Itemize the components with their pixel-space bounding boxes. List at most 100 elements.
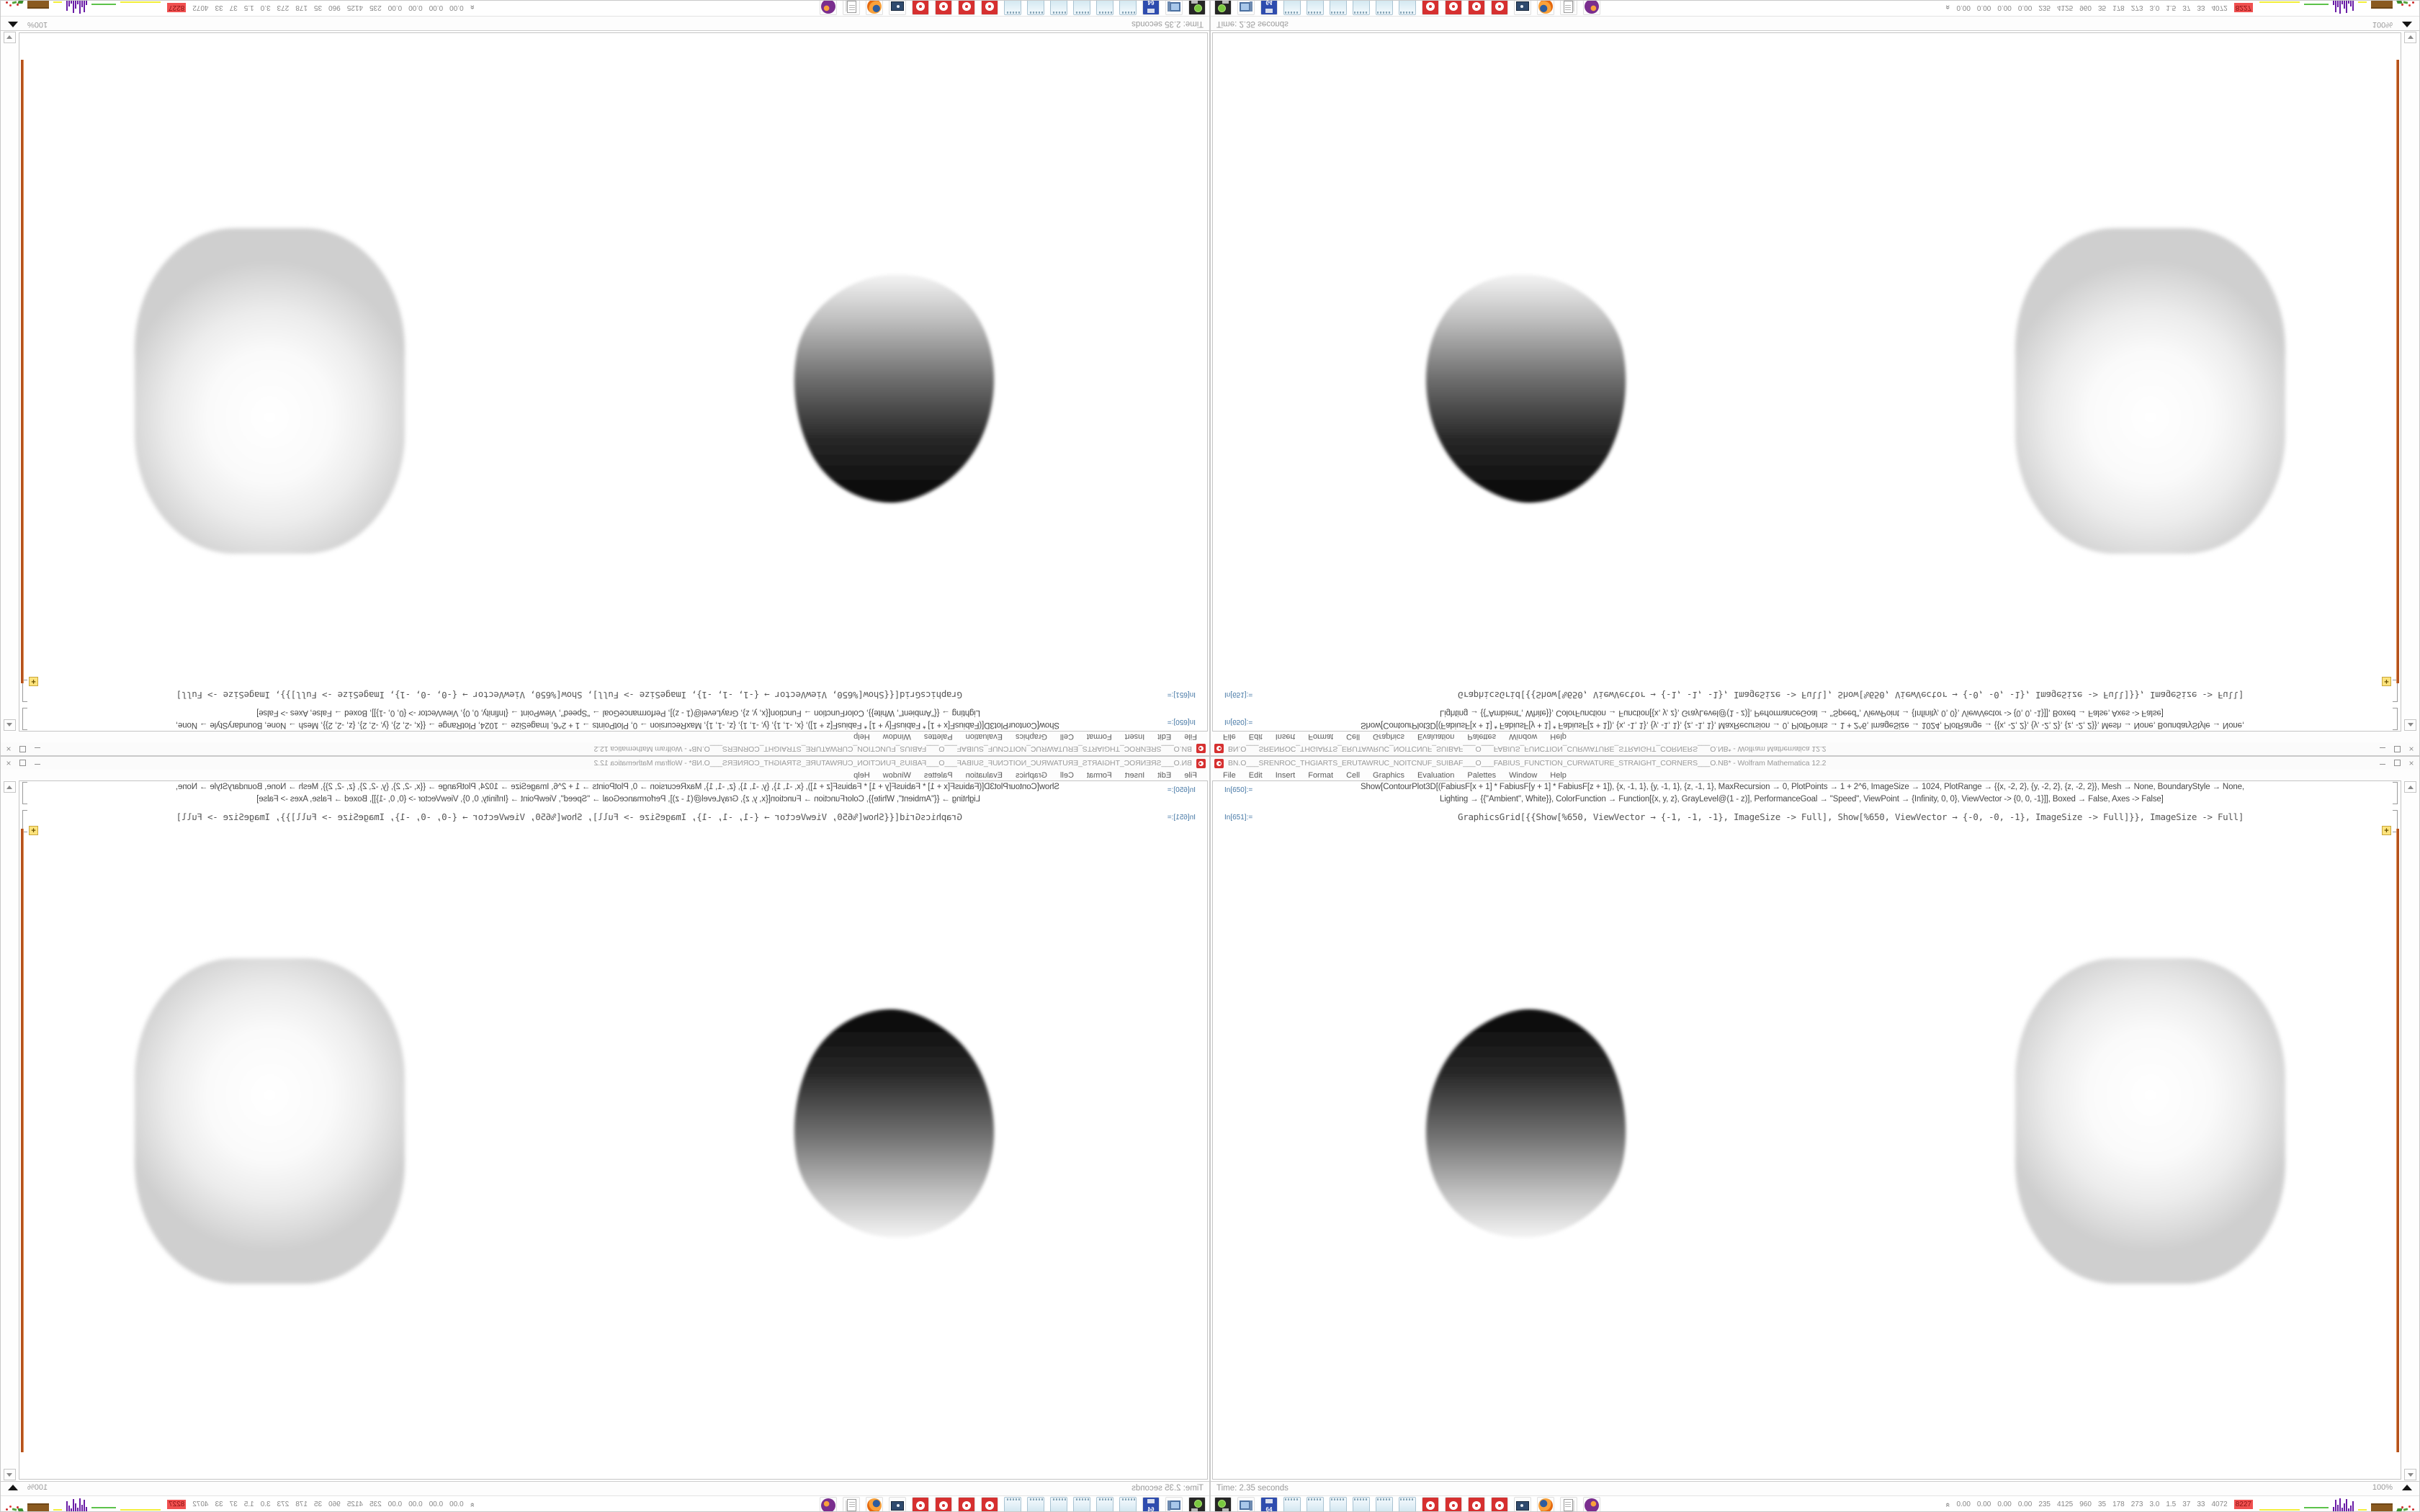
minimize-button[interactable]	[2379, 758, 2386, 768]
menu-help[interactable]: Help	[1550, 770, 1567, 780]
cell-bracket[interactable]	[2393, 708, 2398, 730]
notebook-content-area[interactable]: In[650]:= Show[ContourPlot3D[(FabiusF[x …	[1212, 32, 2401, 732]
mathematica-notebook-3-icon[interactable]	[1468, 1497, 1485, 1511]
vertical-scrollbar[interactable]	[2403, 31, 2419, 732]
mathematica-notebook-4-icon[interactable]	[912, 0, 929, 15]
mathematica-notebook-1-icon[interactable]	[1422, 0, 1439, 15]
floppy-64-icon[interactable]: 64	[1260, 0, 1278, 15]
menu-evaluation[interactable]: Evaluation	[965, 770, 1003, 780]
collapse-chevron-icon[interactable]: «	[1943, 1502, 1953, 1507]
firefox-icon[interactable]	[1537, 0, 1554, 15]
notepad-3-icon[interactable]	[1330, 1497, 1347, 1511]
cell-in-label[interactable]: In[650]:=	[1167, 786, 1196, 794]
screenshot-tool-icon[interactable]	[1188, 0, 1206, 15]
highlighted-output-cell-bracket[interactable]	[21, 829, 24, 1452]
window-titlebar[interactable]: BN.O___SRENROC_THGIARTS_ERUTAWRUC_NOITCN…	[1, 742, 1209, 755]
mathematica-notebook-2-icon[interactable]	[1445, 0, 1462, 15]
contour3d-top-view-output[interactable]	[2015, 958, 2285, 1284]
floppy-64-icon[interactable]: 64	[1142, 0, 1160, 15]
system-monitor-icon[interactable]	[1237, 0, 1255, 15]
cell-plus-badge-icon[interactable]: +	[2382, 677, 2391, 686]
menu-insert[interactable]: Insert	[1124, 732, 1145, 742]
cell-plus-badge-icon[interactable]: +	[2382, 826, 2391, 835]
document-viewer-icon[interactable]	[843, 1497, 860, 1512]
thunderbird-icon[interactable]	[1583, 1497, 1600, 1511]
menu-help[interactable]: Help	[1550, 732, 1567, 742]
magnification-control[interactable]: 100%	[2372, 1483, 2412, 1492]
code-line[interactable]: GraphicsGrid[{{Show[%650, ViewVector → {…	[176, 690, 962, 701]
mathematica-notebook-4-icon[interactable]	[912, 1497, 929, 1512]
code-line[interactable]: Lighting → {{"Ambient", White}}, ColorFu…	[1440, 708, 2164, 717]
minimize-button[interactable]	[34, 758, 41, 768]
screen-recorder-icon[interactable]	[889, 0, 906, 15]
notepad-2-icon[interactable]	[1307, 0, 1324, 15]
menu-edit[interactable]: Edit	[1157, 770, 1172, 780]
zoom-popup-arrow-icon[interactable]	[8, 1485, 18, 1490]
menu-window[interactable]: Window	[882, 732, 911, 742]
minimize-button[interactable]	[34, 744, 41, 754]
code-line[interactable]: GraphicsGrid[{{Show[%650, ViewVector → {…	[176, 811, 962, 822]
cell-in-label[interactable]: In[650]:=	[1167, 718, 1196, 726]
notepad-5-icon[interactable]	[1027, 1497, 1044, 1512]
notepad-6-icon[interactable]	[1399, 0, 1416, 15]
zoom-popup-arrow-icon[interactable]	[2402, 1485, 2412, 1490]
cell-plus-badge-icon[interactable]: +	[29, 677, 38, 686]
menu-cell[interactable]: Cell	[1059, 770, 1074, 780]
cell-plus-badge-icon[interactable]: +	[29, 826, 38, 835]
cell-bracket[interactable]	[2393, 782, 2398, 804]
menu-insert[interactable]: Insert	[1275, 770, 1296, 780]
collapse-chevron-icon[interactable]: «	[467, 5, 477, 10]
menu-window[interactable]: Window	[1509, 770, 1538, 780]
restore-button[interactable]	[2393, 758, 2401, 768]
magnification-control[interactable]: 100%	[8, 1483, 48, 1492]
menu-cell[interactable]: Cell	[1059, 732, 1074, 742]
close-button[interactable]: ×	[6, 744, 12, 754]
code-line[interactable]: Lighting → {{"Ambient", White}}, ColorFu…	[256, 795, 980, 804]
menu-edit[interactable]: Edit	[1248, 732, 1263, 742]
code-line[interactable]: Show[ContourPlot3D[(FabiusF[x + 1] * Fab…	[176, 783, 1059, 791]
cell-bracket[interactable]	[22, 708, 27, 730]
menu-format[interactable]: Format	[1308, 770, 1334, 780]
close-button[interactable]: ×	[6, 758, 12, 768]
notepad-1-icon[interactable]	[1119, 0, 1137, 15]
window-titlebar[interactable]: BN.O___SRENROC_THGIARTS_ERUTAWRUC_NOITCN…	[1211, 742, 2419, 755]
notepad-2-icon[interactable]	[1096, 1497, 1113, 1512]
contour3d-perspective-view-output[interactable]	[776, 269, 1007, 508]
scroll-down-button[interactable]	[4, 32, 16, 43]
mathematica-notebook-2-icon[interactable]	[958, 0, 975, 15]
scroll-down-button[interactable]	[2404, 32, 2416, 43]
zoom-popup-arrow-icon[interactable]	[8, 22, 18, 27]
contour3d-perspective-view-output[interactable]	[776, 1004, 1007, 1243]
system-monitor-icon[interactable]	[1237, 1497, 1255, 1511]
menu-edit[interactable]: Edit	[1248, 770, 1263, 780]
menu-graphics[interactable]: Graphics	[1373, 732, 1405, 742]
highlighted-output-cell-bracket[interactable]	[2396, 829, 2399, 1452]
code-line[interactable]: Show[ContourPlot3D[(FabiusF[x + 1] * Fab…	[176, 721, 1059, 729]
highlighted-output-cell-bracket[interactable]	[2396, 60, 2399, 683]
notepad-1-icon[interactable]	[1283, 0, 1301, 15]
notepad-5-icon[interactable]	[1027, 0, 1044, 15]
notepad-2-icon[interactable]	[1307, 1497, 1324, 1511]
cell-in-label[interactable]: In[651]:=	[1224, 814, 1253, 822]
code-line[interactable]: Lighting → {{"Ambient", White}}, ColorFu…	[1440, 795, 2164, 804]
system-monitor-icon[interactable]	[1165, 0, 1183, 15]
screenshot-tool-icon[interactable]	[1214, 0, 1232, 15]
zoom-popup-arrow-icon[interactable]	[2402, 22, 2412, 27]
code-line[interactable]: Lighting → {{"Ambient", White}}, ColorFu…	[256, 708, 980, 717]
restore-button[interactable]	[2393, 744, 2401, 754]
cell-in-label[interactable]: In[651]:=	[1167, 814, 1196, 822]
menu-graphics[interactable]: Graphics	[1373, 770, 1405, 780]
notebook-content-area[interactable]: In[650]:= Show[ContourPlot3D[(FabiusF[x …	[19, 780, 1208, 1480]
thunderbird-icon[interactable]	[820, 1497, 837, 1512]
floppy-64-icon[interactable]: 64	[1142, 1497, 1160, 1512]
menu-graphics[interactable]: Graphics	[1015, 770, 1047, 780]
notebook-content-area[interactable]: In[650]:= Show[ContourPlot3D[(FabiusF[x …	[1212, 780, 2401, 1480]
notepad-6-icon[interactable]	[1004, 1497, 1021, 1512]
notepad-1-icon[interactable]	[1119, 1497, 1137, 1512]
notepad-1-icon[interactable]	[1283, 1497, 1301, 1511]
menu-palettes[interactable]: Palettes	[923, 770, 953, 780]
menu-cell[interactable]: Cell	[1346, 732, 1361, 742]
close-button[interactable]: ×	[2408, 744, 2414, 754]
notepad-6-icon[interactable]	[1399, 1497, 1416, 1511]
code-line[interactable]: Show[ContourPlot3D[(FabiusF[x + 1] * Fab…	[1361, 783, 2244, 791]
